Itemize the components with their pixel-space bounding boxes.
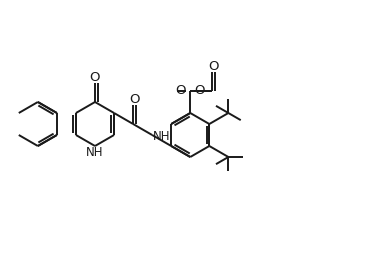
Text: O: O xyxy=(194,84,204,97)
Text: O: O xyxy=(208,60,218,73)
Text: NH: NH xyxy=(153,129,171,143)
Text: O: O xyxy=(175,84,185,97)
Text: O: O xyxy=(129,93,139,106)
Text: O: O xyxy=(90,71,100,84)
Text: NH: NH xyxy=(86,147,104,159)
